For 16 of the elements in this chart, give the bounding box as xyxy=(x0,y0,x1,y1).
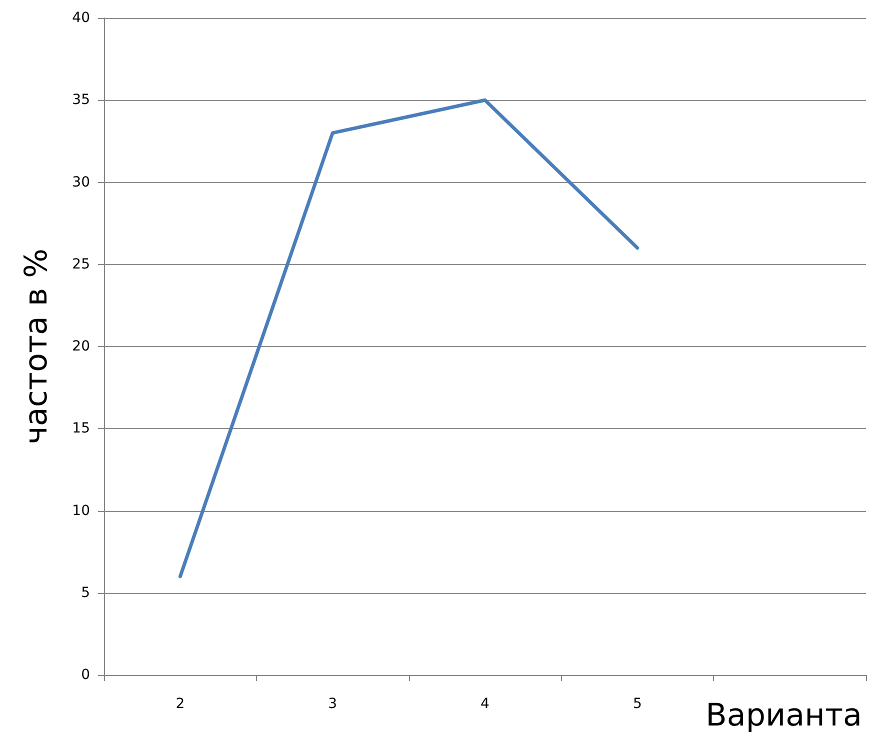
y-tick-label: 30 xyxy=(72,174,90,190)
x-tick-label: 3 xyxy=(328,696,338,712)
y-tick-label: 20 xyxy=(72,338,90,354)
y-tick-label: 10 xyxy=(72,502,90,519)
y-tick-label: 15 xyxy=(72,420,90,437)
y-tick-label: 25 xyxy=(72,256,90,272)
y-tick-label: 40 xyxy=(72,10,90,26)
x-tick-label: 2 xyxy=(176,696,185,712)
x-tick-label: 4 xyxy=(480,696,490,712)
y-tick-label: 5 xyxy=(81,584,90,601)
y-axis-title: частота в % xyxy=(18,248,54,444)
line-series xyxy=(178,98,640,578)
x-axis-title: Варианта xyxy=(706,698,862,734)
x-tick-label: 5 xyxy=(632,696,642,712)
y-tick-label: 0 xyxy=(81,667,90,683)
y-tick-label: 35 xyxy=(72,92,90,108)
